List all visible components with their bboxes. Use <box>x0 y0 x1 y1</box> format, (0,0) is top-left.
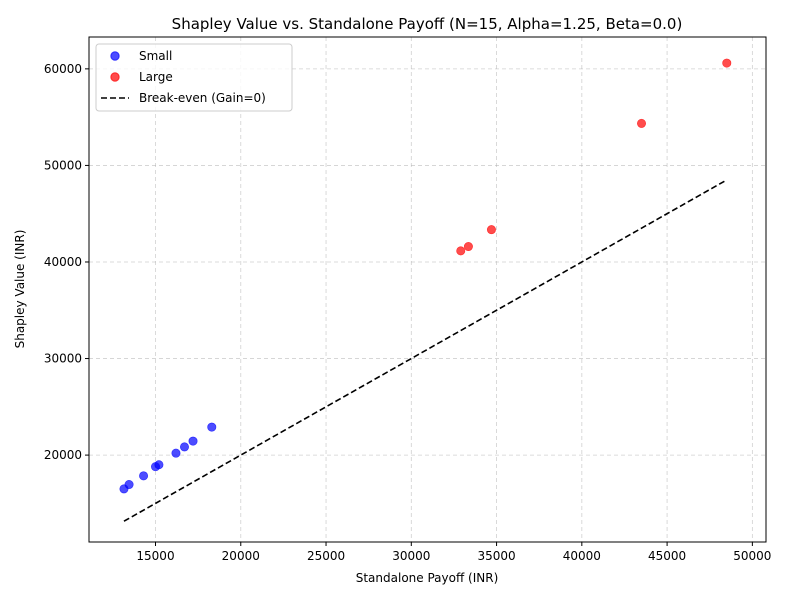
x-tick-label-3: 30000 <box>392 549 430 563</box>
point-small-2 <box>139 471 149 481</box>
x-tick-label-1: 20000 <box>222 549 260 563</box>
legend-box <box>95 43 293 112</box>
legend-label-1: Large <box>139 70 173 84</box>
y-tick-label-0: 20000 <box>44 448 82 462</box>
reference-line-layer <box>123 179 728 522</box>
y-axis-label: Shapley Value (INR) <box>13 230 27 349</box>
y-tick-label-1: 30000 <box>44 352 82 366</box>
plot-area-frame <box>88 36 767 543</box>
break-even-line <box>123 179 728 522</box>
point-large-3 <box>637 118 647 128</box>
legend-label-0: Small <box>139 49 172 63</box>
x-tick-label-5: 40000 <box>563 549 601 563</box>
x-tick-label-4: 35000 <box>477 549 515 563</box>
point-small-4 <box>154 460 164 470</box>
point-small-6 <box>179 442 189 452</box>
data-points <box>119 58 732 494</box>
x-tick-label-0: 15000 <box>136 549 174 563</box>
axis-ticks: 15000 20000 25000 30000 35000 40000 45000 50000… <box>44 62 772 563</box>
legend-marker-1 <box>110 72 120 82</box>
legend: Small Large Break-even (Gain=0) <box>95 43 293 112</box>
point-large-0 <box>456 246 466 256</box>
y-tick-label-4: 60000 <box>44 62 82 76</box>
x-tick-label-6: 45000 <box>648 549 686 563</box>
chart-title: Shapley Value vs. Standalone Payoff (N=1… <box>172 15 683 33</box>
point-small-5 <box>171 448 181 458</box>
legend-label-2: Break-even (Gain=0) <box>139 91 266 105</box>
point-small-8 <box>207 422 217 432</box>
point-small-7 <box>188 436 198 446</box>
point-large-4 <box>722 58 732 68</box>
y-tick-label-2: 40000 <box>44 255 82 269</box>
point-small-1 <box>124 480 134 490</box>
x-tick-label-7: 50000 <box>733 549 771 563</box>
point-large-1 <box>463 242 473 252</box>
legend-marker-0 <box>110 51 120 61</box>
x-axis-label: Standalone Payoff (INR) <box>356 571 499 585</box>
y-tick-label-3: 50000 <box>44 158 82 172</box>
point-large-2 <box>486 225 496 235</box>
x-tick-label-2: 25000 <box>307 549 345 563</box>
